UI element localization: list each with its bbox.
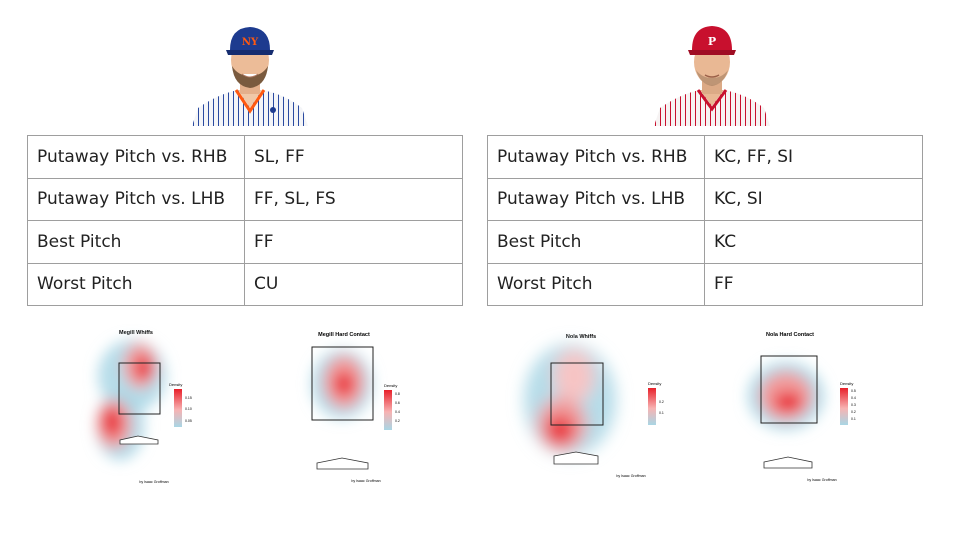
table-row: Putaway Pitch vs. RHB SL, FF (27, 135, 463, 179)
legend-tick: 0.2 (395, 419, 400, 423)
heatmap-title: Nola Whiffs (566, 334, 596, 340)
stat-value: KC (704, 220, 923, 264)
legend-tick: 0.8 (395, 392, 400, 396)
player2-stats-table: Putaway Pitch vs. RHB KC, FF, SI Putaway… (487, 135, 923, 306)
player2-headshot: P (650, 16, 774, 126)
stat-label: Putaway Pitch vs. LHB (27, 177, 245, 221)
legend-tick: 0.5 (851, 389, 856, 393)
heatmap-nola-whiffs: Nola Whiffs Density 0.2 0.1 by Isaac Gro… (518, 328, 668, 483)
credit-text: by Isaac Groffman (807, 478, 836, 482)
stat-label: Worst Pitch (487, 262, 705, 306)
legend-tick: 0.2 (659, 400, 664, 404)
density-colorbar (840, 388, 848, 425)
legend-tick: 0.05 (185, 419, 192, 423)
table-row: Putaway Pitch vs. RHB KC, FF, SI (487, 135, 923, 179)
legend-title: Density (840, 381, 853, 386)
legend-tick: 0.1 (851, 417, 856, 421)
heatmap-megill-hard-contact: Megill Hard Contact Density 0.8 0.6 0.4 … (300, 326, 412, 488)
stat-label: Putaway Pitch vs. RHB (27, 135, 245, 179)
table-row: Putaway Pitch vs. LHB KC, SI (487, 177, 923, 221)
player1-headshot: NY (188, 16, 312, 126)
svg-text:NY: NY (242, 37, 259, 48)
heatmap-title: Megill Hard Contact (318, 332, 370, 338)
player1-stats-table: Putaway Pitch vs. RHB SL, FF Putaway Pit… (27, 135, 463, 306)
stat-value: SL, FF (244, 135, 463, 179)
stat-value: KC, SI (704, 177, 923, 221)
legend-tick: 0.15 (185, 396, 192, 400)
table-row: Best Pitch KC (487, 220, 923, 264)
legend-tick: 0.10 (185, 407, 192, 411)
table-row: Best Pitch FF (27, 220, 463, 264)
stat-label: Best Pitch (487, 220, 705, 264)
stat-label: Putaway Pitch vs. RHB (487, 135, 705, 179)
heatmap-megill-whiffs: Megill Whiffs Density 0.15 0.10 0.05 by … (92, 326, 204, 488)
heatmap-title: Nola Hard Contact (766, 332, 814, 338)
credit-text: by Isaac Groffman (616, 474, 645, 478)
legend-title: Density (648, 381, 661, 386)
stat-value: FF, SL, FS (244, 177, 463, 221)
density-colorbar (384, 390, 392, 430)
density-colorbar (174, 389, 182, 427)
svg-text:P: P (708, 35, 716, 48)
stat-value: FF (704, 262, 923, 306)
heatmap-nola-hard-contact: Nola Hard Contact Density 0.5 0.4 0.3 0.… (744, 326, 874, 486)
legend-tick: 0.1 (659, 411, 664, 415)
stat-label: Worst Pitch (27, 262, 245, 306)
credit-text: by Isaac Groffman (139, 480, 168, 484)
legend-title: Density (169, 382, 182, 387)
legend-tick: 0.2 (851, 410, 856, 414)
stat-value: FF (244, 220, 463, 264)
stat-value: CU (244, 262, 463, 306)
table-row: Worst Pitch CU (27, 262, 463, 306)
legend-tick: 0.4 (395, 410, 400, 414)
stat-label: Best Pitch (27, 220, 245, 264)
credit-text: by Isaac Groffman (351, 479, 380, 483)
legend-tick: 0.3 (851, 403, 856, 407)
stat-label: Putaway Pitch vs. LHB (487, 177, 705, 221)
legend-title: Density (384, 383, 397, 388)
legend-tick: 0.4 (851, 396, 856, 400)
heatmap-title: Megill Whiffs (119, 330, 153, 336)
stat-value: KC, FF, SI (704, 135, 923, 179)
density-colorbar (648, 388, 656, 425)
table-row: Putaway Pitch vs. LHB FF, SL, FS (27, 177, 463, 221)
legend-tick: 0.6 (395, 401, 400, 405)
table-row: Worst Pitch FF (487, 262, 923, 306)
